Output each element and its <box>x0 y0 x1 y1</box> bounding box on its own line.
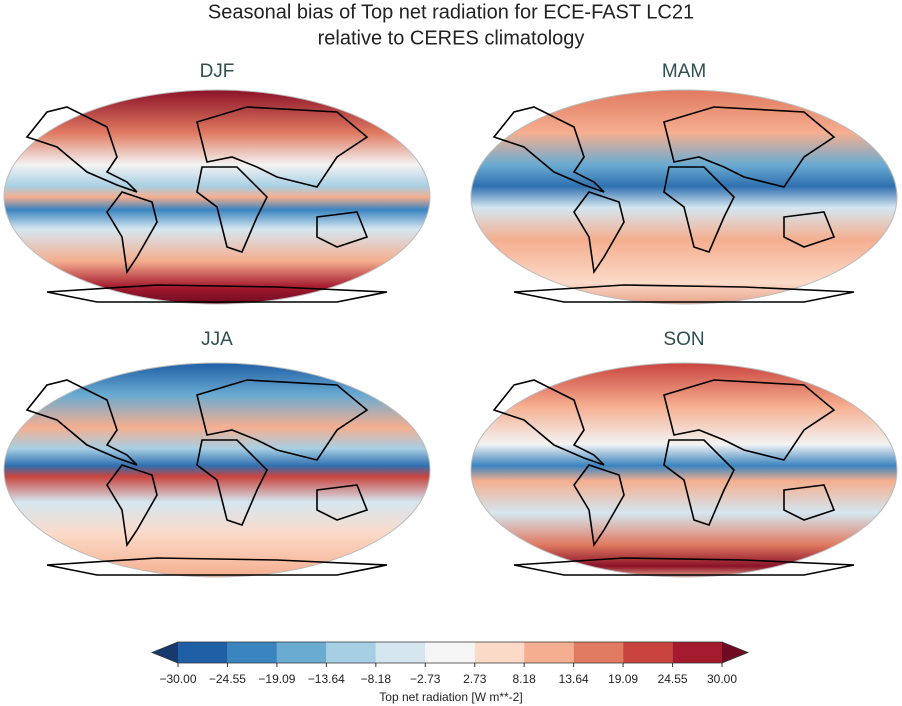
coastline <box>46 557 388 576</box>
colorbar-segment <box>672 642 722 663</box>
tick-label: −24.55 <box>209 672 246 686</box>
coastline <box>663 379 836 461</box>
colorbar-segment <box>425 642 475 663</box>
coastline <box>106 191 158 275</box>
colorbar-segment <box>326 642 376 663</box>
coastline <box>196 166 268 253</box>
tick-label: 2.73 <box>463 672 487 686</box>
tick-label: 24.55 <box>658 672 688 686</box>
colorbar-segment <box>524 642 574 663</box>
coastline <box>783 484 836 521</box>
coastline <box>196 379 369 461</box>
tick-label: 8.18 <box>512 672 536 686</box>
title: relative to CERES climatology <box>318 27 585 49</box>
coastline <box>316 211 369 248</box>
colorbar-extend <box>152 642 178 663</box>
title: Seasonal bias of Top net radiation for E… <box>208 1 694 23</box>
colorbar-segment <box>276 642 327 663</box>
coastline <box>573 191 625 275</box>
panel-title: SON <box>663 329 704 350</box>
coastline <box>663 166 735 253</box>
coastline <box>196 439 268 526</box>
coastline <box>316 484 369 521</box>
coastline <box>106 464 158 548</box>
map-panel <box>470 89 898 305</box>
colorbar-segment <box>375 642 426 663</box>
map-panel <box>3 362 431 578</box>
colorbar-segment <box>474 642 525 663</box>
map-field <box>3 362 431 578</box>
colorbar-segment <box>573 642 624 663</box>
tick-label: −19.09 <box>258 672 295 686</box>
tick-label: 30.00 <box>707 672 737 686</box>
tick-label: −2.73 <box>410 672 441 686</box>
panel-title: DJF <box>200 61 235 82</box>
tick-label: −13.64 <box>308 672 345 686</box>
coastline <box>25 379 138 466</box>
coastline <box>573 464 625 548</box>
tick-label: −30.00 <box>159 672 196 686</box>
coastline <box>663 439 735 526</box>
tick-label: 19.09 <box>608 672 638 686</box>
map-panel <box>470 362 898 578</box>
coastline <box>25 106 138 193</box>
panel-title: JJA <box>201 329 233 350</box>
coastline <box>46 284 388 303</box>
panel-title: MAM <box>662 61 706 82</box>
colorbar-segment <box>178 642 228 663</box>
coastline <box>196 106 369 188</box>
coastline <box>663 106 836 188</box>
map-field <box>3 89 431 305</box>
tick-label: −8.18 <box>361 672 392 686</box>
colorbar-label: Top net radiation [W m**-2] <box>379 690 522 704</box>
map-field <box>470 362 898 578</box>
coastline <box>492 106 605 193</box>
coastline <box>513 557 855 576</box>
coastline <box>513 284 855 303</box>
map-field <box>470 89 898 305</box>
colorbar-segment <box>227 642 277 663</box>
colorbar-segment <box>623 642 673 663</box>
coastline <box>492 379 605 466</box>
map-panel <box>3 89 431 305</box>
coastline <box>783 211 836 248</box>
colorbar-extend <box>722 642 748 663</box>
tick-label: 13.64 <box>559 672 589 686</box>
